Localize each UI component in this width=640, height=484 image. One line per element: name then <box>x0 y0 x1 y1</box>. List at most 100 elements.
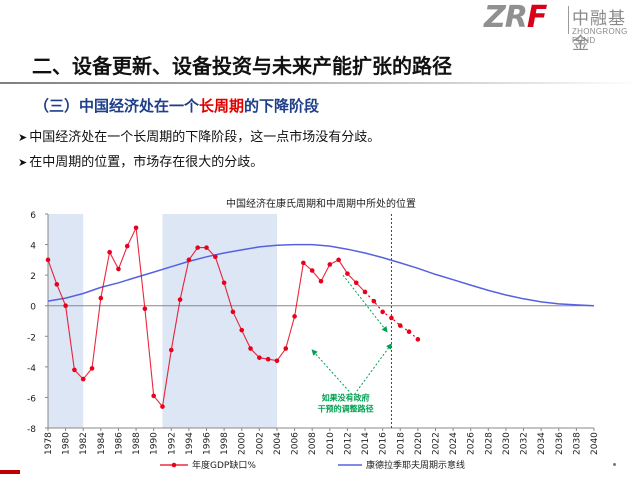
y-tick-label: 2 <box>30 272 36 282</box>
gdp-gap-point <box>45 257 51 263</box>
gdp-gap-point <box>327 262 333 267</box>
x-tick-label: 2006 <box>291 432 301 455</box>
x-tick-label: 2024 <box>449 432 459 455</box>
logo-name-en: ZHONGRONG FUND <box>572 27 628 45</box>
x-tick-label: 1982 <box>79 432 89 455</box>
legend-kondratiev-label: 康德拉季耶夫周期示意线 <box>366 459 465 471</box>
bullet-item: ➤ 在中周期的位置，市场存在很大的分歧。 <box>18 151 263 170</box>
gdp-gap-point <box>397 323 403 328</box>
gdp-gap-point <box>239 327 245 333</box>
title-divider <box>0 82 640 84</box>
gdp-gap-point <box>336 257 341 263</box>
gdp-gap-point <box>124 243 130 249</box>
adjustment-arrow <box>311 349 353 395</box>
y-tick-label: 6 <box>30 211 36 221</box>
x-tick-label: 2026 <box>467 432 477 455</box>
gdp-gap-point <box>283 346 289 351</box>
x-tick-label: 2032 <box>520 432 530 455</box>
gdp-gap-point <box>389 315 394 321</box>
gdp-gap-point <box>195 245 201 250</box>
x-tick-label: 2002 <box>255 432 265 455</box>
y-tick-label: -6 <box>27 394 36 404</box>
x-tick-label: 2036 <box>555 432 565 455</box>
gdp-gap-point <box>257 355 262 360</box>
gdp-gap-point <box>248 346 253 351</box>
cycle-chart: -8 -6 -4 -2 0 2 4 6 1978 1980 1982 1984 1986 1988 1990… <box>0 190 640 480</box>
logo-divider <box>568 6 569 34</box>
x-tick-label: 1984 <box>97 432 107 455</box>
legend-gdp-label: 年度GDP缺口% <box>192 459 256 471</box>
gdp-gap-point <box>133 225 139 231</box>
logo-mark: ZRF <box>484 0 547 35</box>
gdp-gap-point <box>318 278 324 284</box>
x-tick-label: 2022 <box>431 432 441 455</box>
x-tick-label: 1996 <box>203 432 213 455</box>
bullet-text: 在中周期的位置，市场存在很大的分歧。 <box>29 155 264 170</box>
x-tick-label: 1992 <box>167 432 177 455</box>
gdp-gap-point <box>371 298 377 304</box>
adjustment-arrow <box>354 343 393 395</box>
logo-name-cn: 中融基金 <box>572 9 626 54</box>
gdp-gap-point <box>274 358 280 364</box>
corner-dot <box>613 463 616 466</box>
y-tick-label: -2 <box>27 333 36 343</box>
annotation-text: 如果没有政府 <box>322 392 370 402</box>
x-tick-label: 1988 <box>132 432 142 455</box>
bullet-text: 中国经济处在一个长周期的下降阶段，这一点市场没有分歧。 <box>29 130 381 145</box>
x-tick-label: 2012 <box>343 432 353 455</box>
gdp-gap-point <box>80 376 86 382</box>
bullet-arrow-icon: ➤ <box>18 156 28 169</box>
gdp-gap-point <box>168 347 174 353</box>
section-heading-prefix: （三）中国经济处在一个 <box>34 97 200 115</box>
x-tick-label: 2010 <box>326 432 336 455</box>
gdp-gap-point <box>292 314 297 319</box>
bullet-arrow-icon: ➤ <box>18 131 28 144</box>
gdp-gap-point <box>151 393 156 399</box>
gdp-gap-point <box>265 356 271 362</box>
section-heading-suffix: 的下降阶段 <box>244 97 320 115</box>
y-tick-label: 4 <box>30 242 36 252</box>
chart-title: 中国经济在康氏周期和中周期中所处的位置 <box>226 197 416 210</box>
gdp-gap-point <box>353 280 359 286</box>
gdp-gap-point <box>63 303 68 309</box>
y-tick-label: -4 <box>27 364 36 374</box>
x-tick-label: 1990 <box>150 432 160 455</box>
gdp-gap-point <box>213 254 218 260</box>
x-tick-label: 1998 <box>220 432 230 455</box>
x-tick-label: 1986 <box>114 432 124 455</box>
cycle-chart-svg: -8 -6 -4 -2 0 2 4 6 1978 1980 1982 1984 1986 1988 1990… <box>27 197 600 471</box>
x-tick-label: 1980 <box>62 432 72 455</box>
x-tick-label: 2004 <box>273 432 283 455</box>
section-heading: （三）中国经济处在一个长周期的下降阶段 <box>34 95 319 116</box>
bullet-item: ➤ 中国经济处在一个长周期的下降阶段，这一点市场没有分歧。 <box>18 126 380 145</box>
gdp-gap-point <box>107 249 112 255</box>
x-tick-label: 1994 <box>185 432 195 455</box>
shaded-period <box>48 214 84 428</box>
x-tick-label: 2014 <box>361 432 371 455</box>
gdp-gap-point <box>204 245 209 250</box>
x-tick-label: 2030 <box>502 432 512 455</box>
gdp-gap-point <box>380 309 385 315</box>
logo: ZRF 中融基金 ZHONGRONG FUND <box>484 0 638 55</box>
x-tick-label: 2034 <box>537 432 547 455</box>
x-tick-label: 2028 <box>484 432 494 455</box>
gdp-gap-point <box>54 282 60 287</box>
corner-accent <box>0 470 20 474</box>
gdp-gap-point <box>230 309 236 315</box>
gdp-gap-point <box>177 297 183 302</box>
legend-gdp-marker <box>171 462 177 468</box>
gdp-gap-point <box>309 268 315 273</box>
gdp-gap-point <box>98 295 104 301</box>
shaded-period <box>162 214 277 428</box>
kondratiev-series-line <box>47 243 595 307</box>
gdp-gap-point <box>160 404 165 409</box>
gdp-gap-point <box>142 306 148 312</box>
gdp-gap-point <box>116 266 121 272</box>
annotation-text: 干预的调整路径 <box>318 403 374 413</box>
logo-mark-f: F <box>526 0 547 35</box>
adjustment-arrow <box>342 274 388 333</box>
gdp-gap-point <box>415 337 421 342</box>
x-tick-label: 2040 <box>590 432 600 455</box>
gdp-gap-point <box>221 280 227 286</box>
y-tick-label: 0 <box>30 303 36 313</box>
